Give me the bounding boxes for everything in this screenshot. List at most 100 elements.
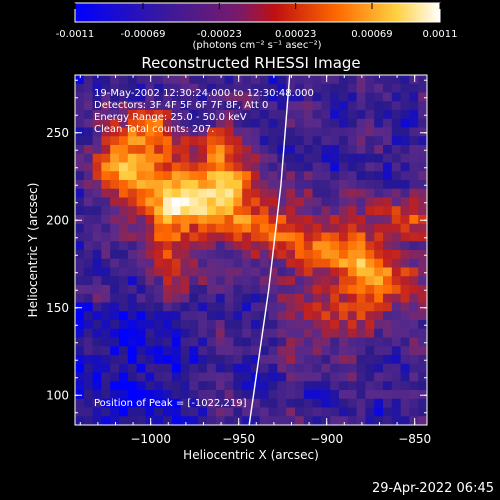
heatmap-cell [163, 390, 173, 400]
heatmap-cell [303, 241, 313, 251]
heatmap-cell [119, 118, 129, 128]
heatmap-cell [224, 258, 234, 268]
heatmap-cell [295, 75, 305, 85]
heatmap-cell [356, 92, 366, 102]
heatmap-cell [189, 162, 199, 172]
heatmap-cell [242, 206, 252, 216]
heatmap-cell [119, 293, 129, 303]
heatmap-cell [233, 346, 243, 356]
heatmap-cell [198, 101, 208, 111]
heatmap-cell [347, 346, 357, 356]
heatmap-cell [242, 232, 252, 242]
heatmap-cell [295, 311, 305, 321]
heatmap-cell [330, 416, 340, 425]
heatmap-cell [83, 355, 93, 365]
heatmap-cell [383, 363, 393, 373]
heatmap-cell [365, 311, 375, 321]
heatmap-cell [400, 127, 410, 137]
heatmap-cell [365, 162, 375, 172]
heatmap-cell [330, 346, 340, 356]
heatmap-cell [347, 75, 357, 85]
heatmap-cell [75, 416, 85, 425]
heatmap-cell [321, 407, 331, 417]
heatmap-cell [171, 153, 181, 163]
heatmap-cell [277, 293, 287, 303]
heatmap-cell [215, 337, 225, 347]
heatmap-cell [189, 171, 199, 181]
heatmap-cell [339, 355, 349, 365]
heatmap-cell [136, 197, 146, 207]
heatmap-cell [233, 92, 243, 102]
heatmap-cell [321, 381, 331, 391]
heatmap-cell [303, 355, 313, 365]
heatmap-cell [119, 320, 129, 330]
heatmap-cell [365, 171, 375, 181]
heatmap-cell [259, 337, 269, 347]
heatmap-cell [409, 188, 419, 198]
heatmap-cell [75, 258, 85, 268]
heatmap-cell [383, 355, 393, 365]
heatmap-cell [356, 381, 366, 391]
heatmap-cell [145, 188, 155, 198]
heatmap-cell [189, 416, 199, 425]
heatmap-cell [365, 215, 375, 225]
heatmap-cell [92, 328, 102, 338]
heatmap-cell [163, 153, 173, 163]
heatmap-cell [330, 302, 340, 312]
heatmap-cell [286, 250, 296, 260]
heatmap-cell [154, 328, 164, 338]
heatmap-cell [400, 346, 410, 356]
heatmap-cell [312, 232, 322, 242]
heatmap-cell [145, 390, 155, 400]
heatmap-cell [374, 241, 384, 251]
heatmap-cell [286, 215, 296, 225]
heatmap-cell [198, 145, 208, 155]
heatmap-cell [268, 320, 278, 330]
heatmap-cell [339, 311, 349, 321]
heatmap-cell [347, 311, 357, 321]
heatmap-cell [339, 153, 349, 163]
heatmap-cell [286, 197, 296, 207]
heatmap-cell [154, 267, 164, 277]
heatmap-cell [145, 407, 155, 417]
heatmap-cell [75, 223, 85, 233]
heatmap-cell [251, 75, 261, 85]
heatmap-cell [242, 188, 252, 198]
heatmap-cell [277, 206, 287, 216]
heatmap-cell [83, 101, 93, 111]
heatmap-cell [127, 127, 137, 137]
heatmap-cell [145, 267, 155, 277]
heatmap-cell [303, 188, 313, 198]
heatmap-cell [154, 188, 164, 198]
heatmap-cell [101, 267, 111, 277]
heatmap-cell [119, 101, 129, 111]
heatmap-cell [409, 92, 419, 102]
heatmap-cell [171, 293, 181, 303]
heatmap-cell [163, 407, 173, 417]
heatmap-cell [330, 241, 340, 251]
heatmap-cell [145, 110, 155, 120]
heatmap-cell [251, 101, 261, 111]
heatmap-cell [347, 188, 357, 198]
heatmap-cell [224, 145, 234, 155]
heatmap-cell [259, 110, 269, 120]
heatmap-cell [110, 311, 120, 321]
heatmap-cell [180, 285, 190, 295]
heatmap-cell [251, 118, 261, 128]
heatmap-cell [127, 241, 137, 251]
heatmap-cell [312, 118, 322, 128]
heatmap-cell [145, 118, 155, 128]
heatmap-cell [330, 83, 340, 93]
heatmap-cell [347, 127, 357, 137]
heatmap-cell [198, 127, 208, 137]
heatmap-cell [101, 285, 111, 295]
heatmap-cell [312, 285, 322, 295]
heatmap-cell [295, 197, 305, 207]
heatmap-cell [277, 363, 287, 373]
heatmap-cell [365, 232, 375, 242]
heatmap-cell [101, 381, 111, 391]
heatmap-cell [75, 311, 85, 321]
heatmap-cell [83, 110, 93, 120]
heatmap-cell [242, 118, 252, 128]
heatmap-cell [163, 127, 173, 137]
